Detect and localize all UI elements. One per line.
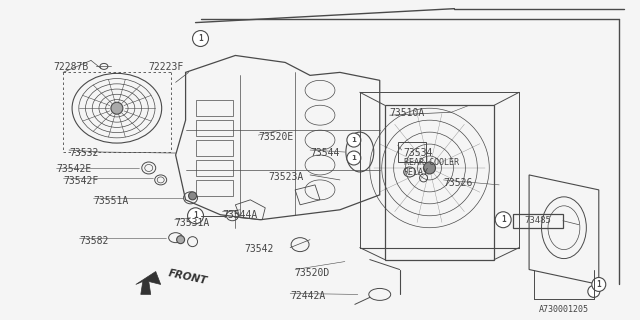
- Text: 1: 1: [351, 155, 356, 161]
- Text: 73531A: 73531A: [175, 218, 210, 228]
- Polygon shape: [136, 271, 161, 294]
- Text: 73485: 73485: [525, 216, 552, 225]
- Circle shape: [188, 208, 204, 224]
- Text: 73551A: 73551A: [93, 196, 128, 206]
- Text: 73510A: 73510A: [390, 108, 425, 118]
- Text: 1: 1: [596, 280, 601, 289]
- Bar: [196, 120, 234, 136]
- Text: FRONT: FRONT: [168, 268, 209, 286]
- Circle shape: [111, 102, 123, 114]
- Circle shape: [347, 151, 361, 165]
- Text: 73582: 73582: [79, 236, 108, 246]
- Bar: [196, 160, 234, 176]
- Circle shape: [347, 133, 361, 147]
- Text: 72442A: 72442A: [290, 292, 325, 301]
- Text: RELAY: RELAY: [404, 168, 429, 177]
- Circle shape: [592, 277, 605, 292]
- Text: 1: 1: [193, 211, 198, 220]
- Text: 73544A: 73544A: [223, 210, 258, 220]
- Text: 73542F: 73542F: [63, 176, 99, 186]
- Text: 73532: 73532: [69, 148, 99, 158]
- Text: 73520D: 73520D: [294, 268, 330, 277]
- Bar: [196, 140, 234, 156]
- Text: 1: 1: [198, 34, 203, 43]
- Text: 73526: 73526: [444, 178, 473, 188]
- Text: 1: 1: [351, 137, 356, 143]
- Bar: [513, 214, 563, 228]
- Circle shape: [177, 236, 184, 244]
- Text: 1: 1: [501, 215, 506, 224]
- Text: 73542: 73542: [244, 244, 274, 254]
- Bar: [196, 100, 234, 116]
- Circle shape: [495, 212, 511, 228]
- Text: 73520E: 73520E: [259, 132, 294, 142]
- Text: 72287B: 72287B: [53, 62, 88, 72]
- Text: REAR COOLER: REAR COOLER: [404, 158, 459, 167]
- Text: 73544: 73544: [310, 148, 339, 158]
- Text: 73523A: 73523A: [268, 172, 303, 182]
- Bar: [196, 180, 234, 196]
- Text: 73534: 73534: [404, 148, 433, 158]
- Text: 72223F: 72223F: [148, 62, 184, 72]
- Text: A730001205: A730001205: [539, 305, 589, 314]
- Circle shape: [189, 192, 196, 200]
- Circle shape: [424, 162, 435, 174]
- Circle shape: [588, 285, 600, 297]
- Text: 73542E: 73542E: [56, 164, 92, 174]
- Circle shape: [193, 31, 209, 46]
- Bar: [397, 142, 426, 162]
- Bar: [385, 105, 494, 260]
